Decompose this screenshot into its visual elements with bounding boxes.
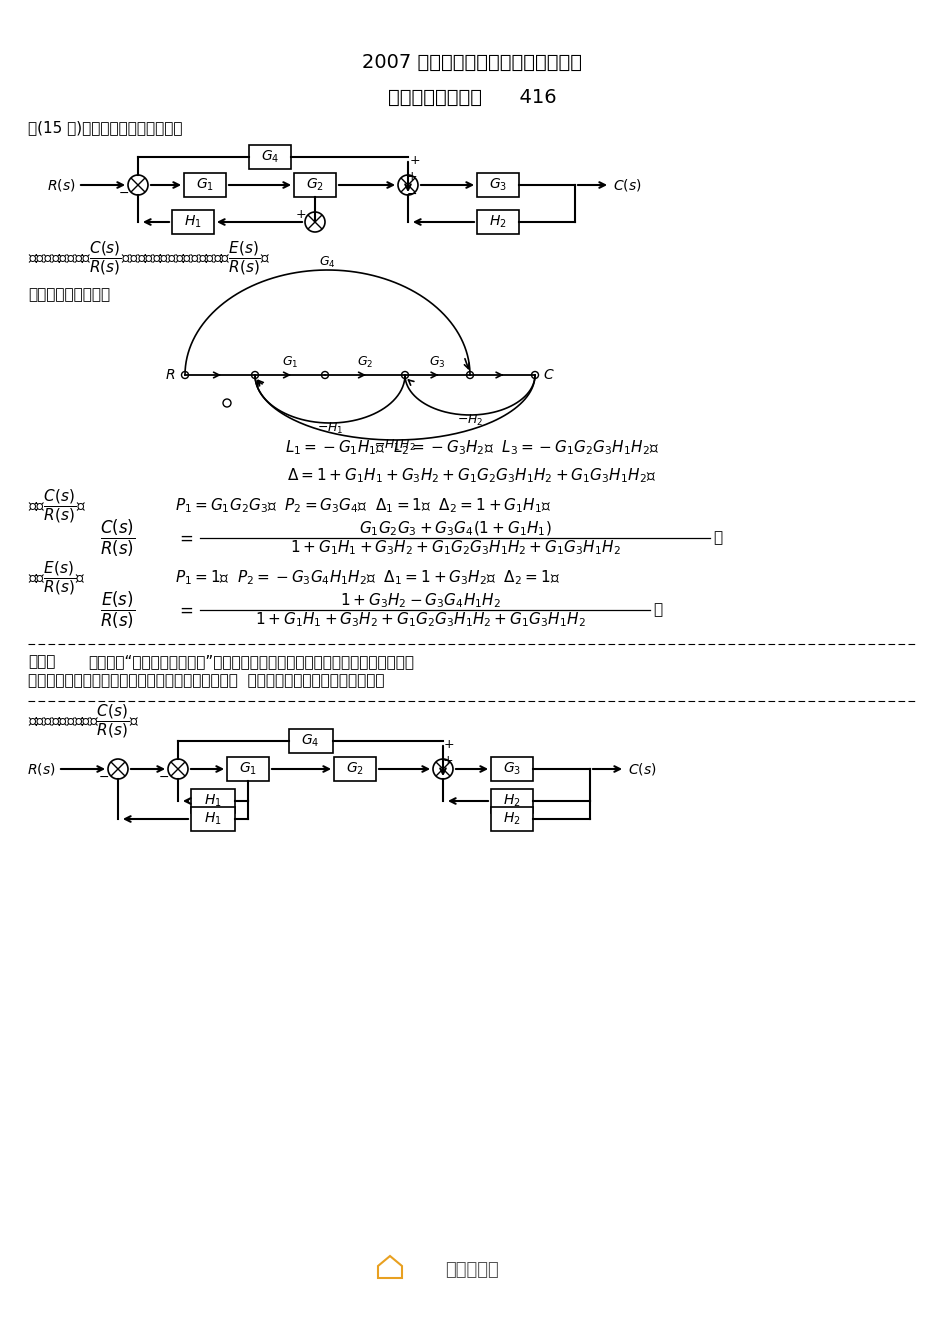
Text: 计算$\dfrac{E(s)}{R(s)}$，: 计算$\dfrac{E(s)}{R(s)}$，: [28, 559, 86, 597]
FancyBboxPatch shape: [172, 210, 213, 234]
Text: $G_1$: $G_1$: [195, 176, 213, 194]
Text: ；: ；: [652, 602, 662, 618]
Text: $P_1 = 1$；  $P_2 = -G_3G_4H_1H_2$；  $\Delta_1 = 1 + G_3H_2$；  $\Delta_2 = 1$；: $P_1 = 1$； $P_2 = -G_3G_4H_1H_2$； $\Delt…: [175, 569, 560, 587]
Text: $G_4$: $G_4$: [319, 255, 335, 270]
Text: $G_3$: $G_3$: [502, 761, 520, 777]
Text: $G_1$: $G_1$: [281, 355, 298, 370]
Text: $+$: $+$: [442, 753, 453, 766]
Text: 自动控制原理试题      416: 自动控制原理试题 416: [387, 88, 556, 107]
Text: $\Delta = 1 + G_1H_1 + G_3H_2 + G_1G_2G_3H_1H_2 + G_1G_3H_1H_2$；: $\Delta = 1 + G_1H_1 + G_3H_2 + G_1G_2G_…: [287, 467, 656, 486]
Text: $+$: $+$: [295, 208, 306, 222]
Text: $1 + G_1H_1 + G_3H_2 + G_1G_2G_3H_1H_2 + G_1G_3H_1H_2$: $1 + G_1H_1 + G_3H_2 + G_1G_2G_3H_1H_2 +…: [290, 538, 619, 557]
Circle shape: [181, 371, 188, 379]
Text: $G_2$: $G_2$: [357, 355, 373, 370]
Circle shape: [401, 371, 408, 379]
Text: $G_1$: $G_1$: [239, 761, 257, 777]
Circle shape: [305, 212, 325, 232]
Circle shape: [108, 760, 127, 780]
Text: $-$: $-$: [406, 187, 417, 199]
Circle shape: [321, 371, 329, 379]
Text: $-$: $-$: [98, 769, 110, 782]
Text: $+$: $+$: [406, 170, 417, 183]
Text: $R(s)$: $R(s)$: [46, 178, 75, 194]
Text: 一(15 分)已知系统如方框图所示，: 一(15 分)已知系统如方框图所示，: [28, 120, 182, 135]
Circle shape: [531, 371, 538, 379]
Text: 2007 年招收硕士研究生入学考试试题: 2007 年招收硕士研究生入学考试试题: [362, 52, 582, 72]
Text: $C$: $C$: [543, 368, 554, 382]
Text: 点评：: 点评：: [28, 654, 56, 669]
Text: $H_1$: $H_1$: [204, 793, 222, 809]
FancyBboxPatch shape: [294, 174, 336, 198]
Text: $\dfrac{E(s)}{R(s)}$: $\dfrac{E(s)}{R(s)}$: [100, 589, 135, 630]
Text: $R$: $R$: [164, 368, 175, 382]
Text: $=$: $=$: [177, 530, 194, 546]
Circle shape: [168, 760, 188, 780]
FancyBboxPatch shape: [288, 729, 332, 753]
Text: $G_4$: $G_4$: [261, 148, 278, 166]
Text: $H_1$: $H_1$: [184, 214, 202, 230]
Text: $H_2$: $H_2$: [502, 793, 520, 809]
Circle shape: [223, 399, 230, 407]
Text: $-$: $-$: [159, 769, 169, 782]
Text: $R(s)$: $R(s)$: [26, 761, 55, 777]
FancyBboxPatch shape: [491, 789, 532, 813]
Text: $G_2$: $G_2$: [346, 761, 363, 777]
Text: $G_4$: $G_4$: [301, 733, 319, 749]
Text: $L_1 = -G_1H_1$；  $L_2 = -G_3H_2$；  $L_3 = -G_1G_2G_3H_1H_2$；: $L_1 = -G_1H_1$； $L_2 = -G_3H_2$； $L_3 =…: [284, 439, 658, 458]
Text: $=$: $=$: [177, 602, 194, 618]
Circle shape: [466, 371, 473, 379]
Text: $+$: $+$: [409, 155, 420, 167]
Circle shape: [251, 371, 259, 379]
Text: $P_1 = G_1G_2G_3$；  $P_2 = G_3G_4$；  $\Delta_1 = 1$；  $\Delta_2 = 1 + G_1H_1$；: $P_1 = G_1G_2G_3$； $P_2 = G_3G_4$； $\Del…: [175, 497, 551, 515]
Text: $-H_1$: $-H_1$: [316, 421, 343, 435]
FancyBboxPatch shape: [191, 789, 235, 813]
Text: 解：系统信号流图为: 解：系统信号流图为: [28, 287, 110, 303]
FancyBboxPatch shape: [477, 174, 518, 198]
Text: 正确理解“输入端定义的误差”是计算误差传递函数的要点；如下所述，本题可以: 正确理解“输入端定义的误差”是计算误差传递函数的要点；如下所述，本题可以: [88, 654, 413, 669]
Text: 考研找师兄: 考研找师兄: [445, 1262, 498, 1279]
Text: $\dfrac{C(s)}{R(s)}$: $\dfrac{C(s)}{R(s)}$: [100, 518, 135, 558]
FancyBboxPatch shape: [248, 146, 291, 170]
Text: $H_1$: $H_1$: [204, 810, 222, 828]
Text: $-H_2$: $-H_2$: [456, 413, 482, 427]
FancyBboxPatch shape: [191, 806, 235, 830]
Text: $-H_1H_2$: $-H_1H_2$: [374, 438, 415, 453]
Circle shape: [397, 175, 417, 195]
Text: $-$: $-$: [118, 186, 129, 199]
Text: $G_1G_2G_3 + G_3G_4(1 + G_1H_1)$: $G_1G_2G_3 + G_3G_4(1 + G_1H_1)$: [359, 519, 550, 538]
Text: $G_3$: $G_3$: [488, 176, 507, 194]
FancyBboxPatch shape: [333, 757, 376, 781]
Text: 试求闭环传递函数$\dfrac{C(s)}{R(s)}$及以输入端定义的误差传递函数$\dfrac{E(s)}{R(s)}$。: 试求闭环传递函数$\dfrac{C(s)}{R(s)}$及以输入端定义的误差传递…: [28, 239, 271, 276]
Text: $1 + G_1H_1 + G_3H_2 + G_1G_2G_3H_1H_2 + G_1G_3H_1H_2$: $1 + G_1H_1 + G_3H_2 + G_1G_2G_3H_1H_2 +…: [254, 610, 584, 629]
Circle shape: [127, 175, 148, 195]
Text: 解法二：方框图简化$\dfrac{C(s)}{R(s)}$，: 解法二：方框图简化$\dfrac{C(s)}{R(s)}$，: [28, 702, 139, 740]
Text: $C(s)$: $C(s)$: [613, 178, 641, 194]
FancyBboxPatch shape: [477, 210, 518, 234]
Text: $C(s)$: $C(s)$: [628, 761, 656, 777]
Text: $H_2$: $H_2$: [489, 214, 506, 230]
Text: $H_2$: $H_2$: [502, 810, 520, 828]
Text: ；: ；: [712, 530, 721, 546]
FancyBboxPatch shape: [491, 806, 532, 830]
Circle shape: [432, 760, 452, 780]
FancyBboxPatch shape: [227, 757, 269, 781]
FancyBboxPatch shape: [491, 757, 532, 781]
Text: $1 + G_3H_2 - G_3G_4H_1H_2$: $1 + G_3H_2 - G_3G_4H_1H_2$: [339, 591, 500, 610]
FancyBboxPatch shape: [184, 174, 226, 198]
Text: $G_2$: $G_2$: [306, 176, 324, 194]
Text: 应用方框图简化计算传递函数，解题过程过于烦璐；  还可以应用消元法计算传递函数。: 应用方框图简化计算传递函数，解题过程过于烦璐； 还可以应用消元法计算传递函数。: [28, 673, 384, 689]
Text: $+$: $+$: [443, 738, 454, 752]
Text: 计算$\dfrac{C(s)}{R(s)}$，: 计算$\dfrac{C(s)}{R(s)}$，: [28, 487, 86, 525]
Text: $G_3$: $G_3$: [429, 355, 446, 370]
